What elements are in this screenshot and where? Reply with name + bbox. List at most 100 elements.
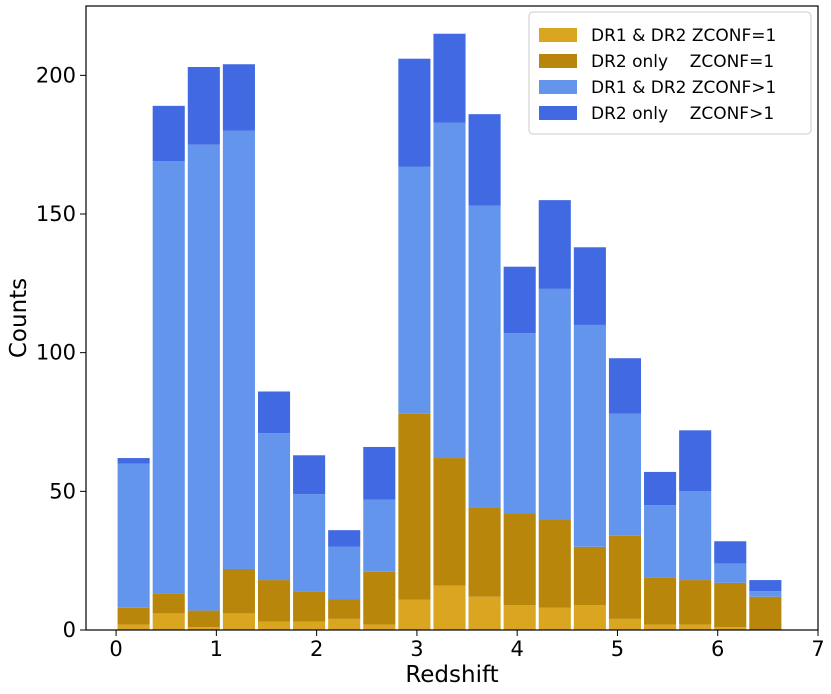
bar-bin5-series2 xyxy=(293,494,326,592)
bar-bin12-series0 xyxy=(538,607,571,630)
x-tick-label: 5 xyxy=(611,637,624,661)
y-tick-label: 0 xyxy=(63,618,76,642)
x-tick-label: 0 xyxy=(109,637,122,661)
bar-bin16-series0 xyxy=(679,624,712,630)
x-axis-ticks: 0 1 2 3 4 5 6 7 xyxy=(109,630,825,661)
y-axis-ticks: 0 50 100 150 200 xyxy=(36,63,86,642)
legend-label-3: DR2 only ZCONF>1 xyxy=(591,104,774,124)
bar-bin11-series3 xyxy=(503,266,536,334)
bar-bin1-series1 xyxy=(152,593,185,614)
bar-bin6-series1 xyxy=(328,599,361,619)
bar-bin14-series2 xyxy=(608,413,642,536)
bar-bin14-series0 xyxy=(608,618,642,630)
bar-bin17-series1 xyxy=(714,582,747,628)
bar-bin3-series3 xyxy=(222,64,255,131)
plot-frame xyxy=(85,5,819,631)
bar-bin8-series1 xyxy=(398,413,431,600)
y-tick-label: 50 xyxy=(49,479,76,503)
bar-bin6-series0 xyxy=(328,618,361,630)
bar-bin17-series2 xyxy=(714,563,747,583)
bar-bin6-series3 xyxy=(328,530,361,547)
bar-bin15-series1 xyxy=(644,577,677,625)
bar-bin4-series3 xyxy=(257,391,291,434)
bar-bin4-series0 xyxy=(257,621,291,630)
bar-bin10-series0 xyxy=(468,596,501,630)
x-axis-label: Redshift xyxy=(405,662,498,688)
bar-bin0-series3 xyxy=(117,458,150,464)
legend-swatch-3 xyxy=(539,106,577,120)
bar-bin17-series0 xyxy=(714,627,747,630)
bar-bin14-series1 xyxy=(608,535,642,619)
x-tick-label: 1 xyxy=(210,637,223,661)
bar-bin15-series2 xyxy=(644,505,677,578)
bar-bin13-series0 xyxy=(573,605,606,630)
bar-bin5-series1 xyxy=(293,591,326,622)
bar-bin9-series1 xyxy=(433,458,466,586)
bar-bin7-series0 xyxy=(363,624,396,630)
bar-bin7-series2 xyxy=(363,499,396,572)
bar-bin6-series2 xyxy=(328,546,361,600)
bar-bin0-series2 xyxy=(117,463,150,608)
y-axis-label: Counts xyxy=(6,278,32,358)
bar-bin7-series3 xyxy=(363,446,396,500)
legend: DR1 & DR2 ZCONF=1 DR2 only ZCONF=1 DR1 & D… xyxy=(528,11,812,135)
bar-bin5-series0 xyxy=(293,621,326,630)
bar-bin18-series3 xyxy=(749,580,782,592)
bar-bin15-series3 xyxy=(644,471,677,506)
bar-bin12-series2 xyxy=(538,288,571,520)
bar-bin12-series1 xyxy=(538,519,571,608)
bar-bin16-series2 xyxy=(679,491,712,581)
x-tick-label: 4 xyxy=(510,637,523,661)
legend-box xyxy=(528,11,812,135)
bar-bin16-series3 xyxy=(679,430,712,492)
bar-bin3-series0 xyxy=(222,613,255,630)
legend-swatch-1 xyxy=(539,54,577,68)
bar-bin17-series3 xyxy=(714,541,747,564)
bar-bin10-series2 xyxy=(468,205,501,508)
legend-label-0: DR1 & DR2 ZCONF=1 xyxy=(591,26,776,46)
bar-bin8-series0 xyxy=(398,599,431,630)
bar-bin18-series1 xyxy=(749,596,782,630)
bars-group xyxy=(117,33,782,630)
bar-bin9-series2 xyxy=(433,122,466,459)
bar-bin4-series1 xyxy=(257,580,291,622)
bar-bin16-series1 xyxy=(679,580,712,625)
y-tick-label: 200 xyxy=(36,63,76,87)
bar-bin3-series1 xyxy=(222,568,255,614)
bar-bin0-series0 xyxy=(117,624,150,630)
bar-bin13-series2 xyxy=(573,324,606,547)
bar-bin13-series1 xyxy=(573,546,606,606)
bar-bin9-series3 xyxy=(433,33,466,123)
y-tick-label: 150 xyxy=(36,202,76,226)
bar-bin2-series3 xyxy=(187,67,220,145)
bar-bin18-series2 xyxy=(749,591,782,597)
bar-bin10-series1 xyxy=(468,507,501,597)
legend-label-2: DR1 & DR2 ZCONF>1 xyxy=(591,78,776,98)
bar-bin15-series0 xyxy=(644,624,677,630)
bar-bin1-series3 xyxy=(152,105,185,162)
x-tick-label: 2 xyxy=(310,637,323,661)
bar-bin0-series1 xyxy=(117,607,150,625)
bar-bin8-series2 xyxy=(398,166,431,414)
bar-bin1-series0 xyxy=(152,613,185,630)
bar-bin10-series3 xyxy=(468,114,501,206)
legend-swatch-0 xyxy=(539,28,577,42)
bar-bin11-series1 xyxy=(503,513,536,606)
x-tick-label: 6 xyxy=(711,637,724,661)
bar-bin2-series1 xyxy=(187,610,220,628)
y-tick-label: 100 xyxy=(36,341,76,365)
bar-bin5-series3 xyxy=(293,455,326,495)
bar-bin11-series0 xyxy=(503,605,536,630)
bar-bin11-series2 xyxy=(503,333,536,514)
bar-bin8-series3 xyxy=(398,58,431,167)
bar-bin13-series3 xyxy=(573,247,606,325)
bar-bin3-series2 xyxy=(222,130,255,569)
x-tick-label: 3 xyxy=(410,637,423,661)
bar-bin1-series2 xyxy=(152,161,185,594)
bar-bin2-series0 xyxy=(187,627,220,630)
bar-bin9-series0 xyxy=(433,585,466,630)
bar-bin4-series2 xyxy=(257,433,291,581)
x-tick-label: 7 xyxy=(811,637,824,661)
bar-bin14-series3 xyxy=(608,358,642,414)
